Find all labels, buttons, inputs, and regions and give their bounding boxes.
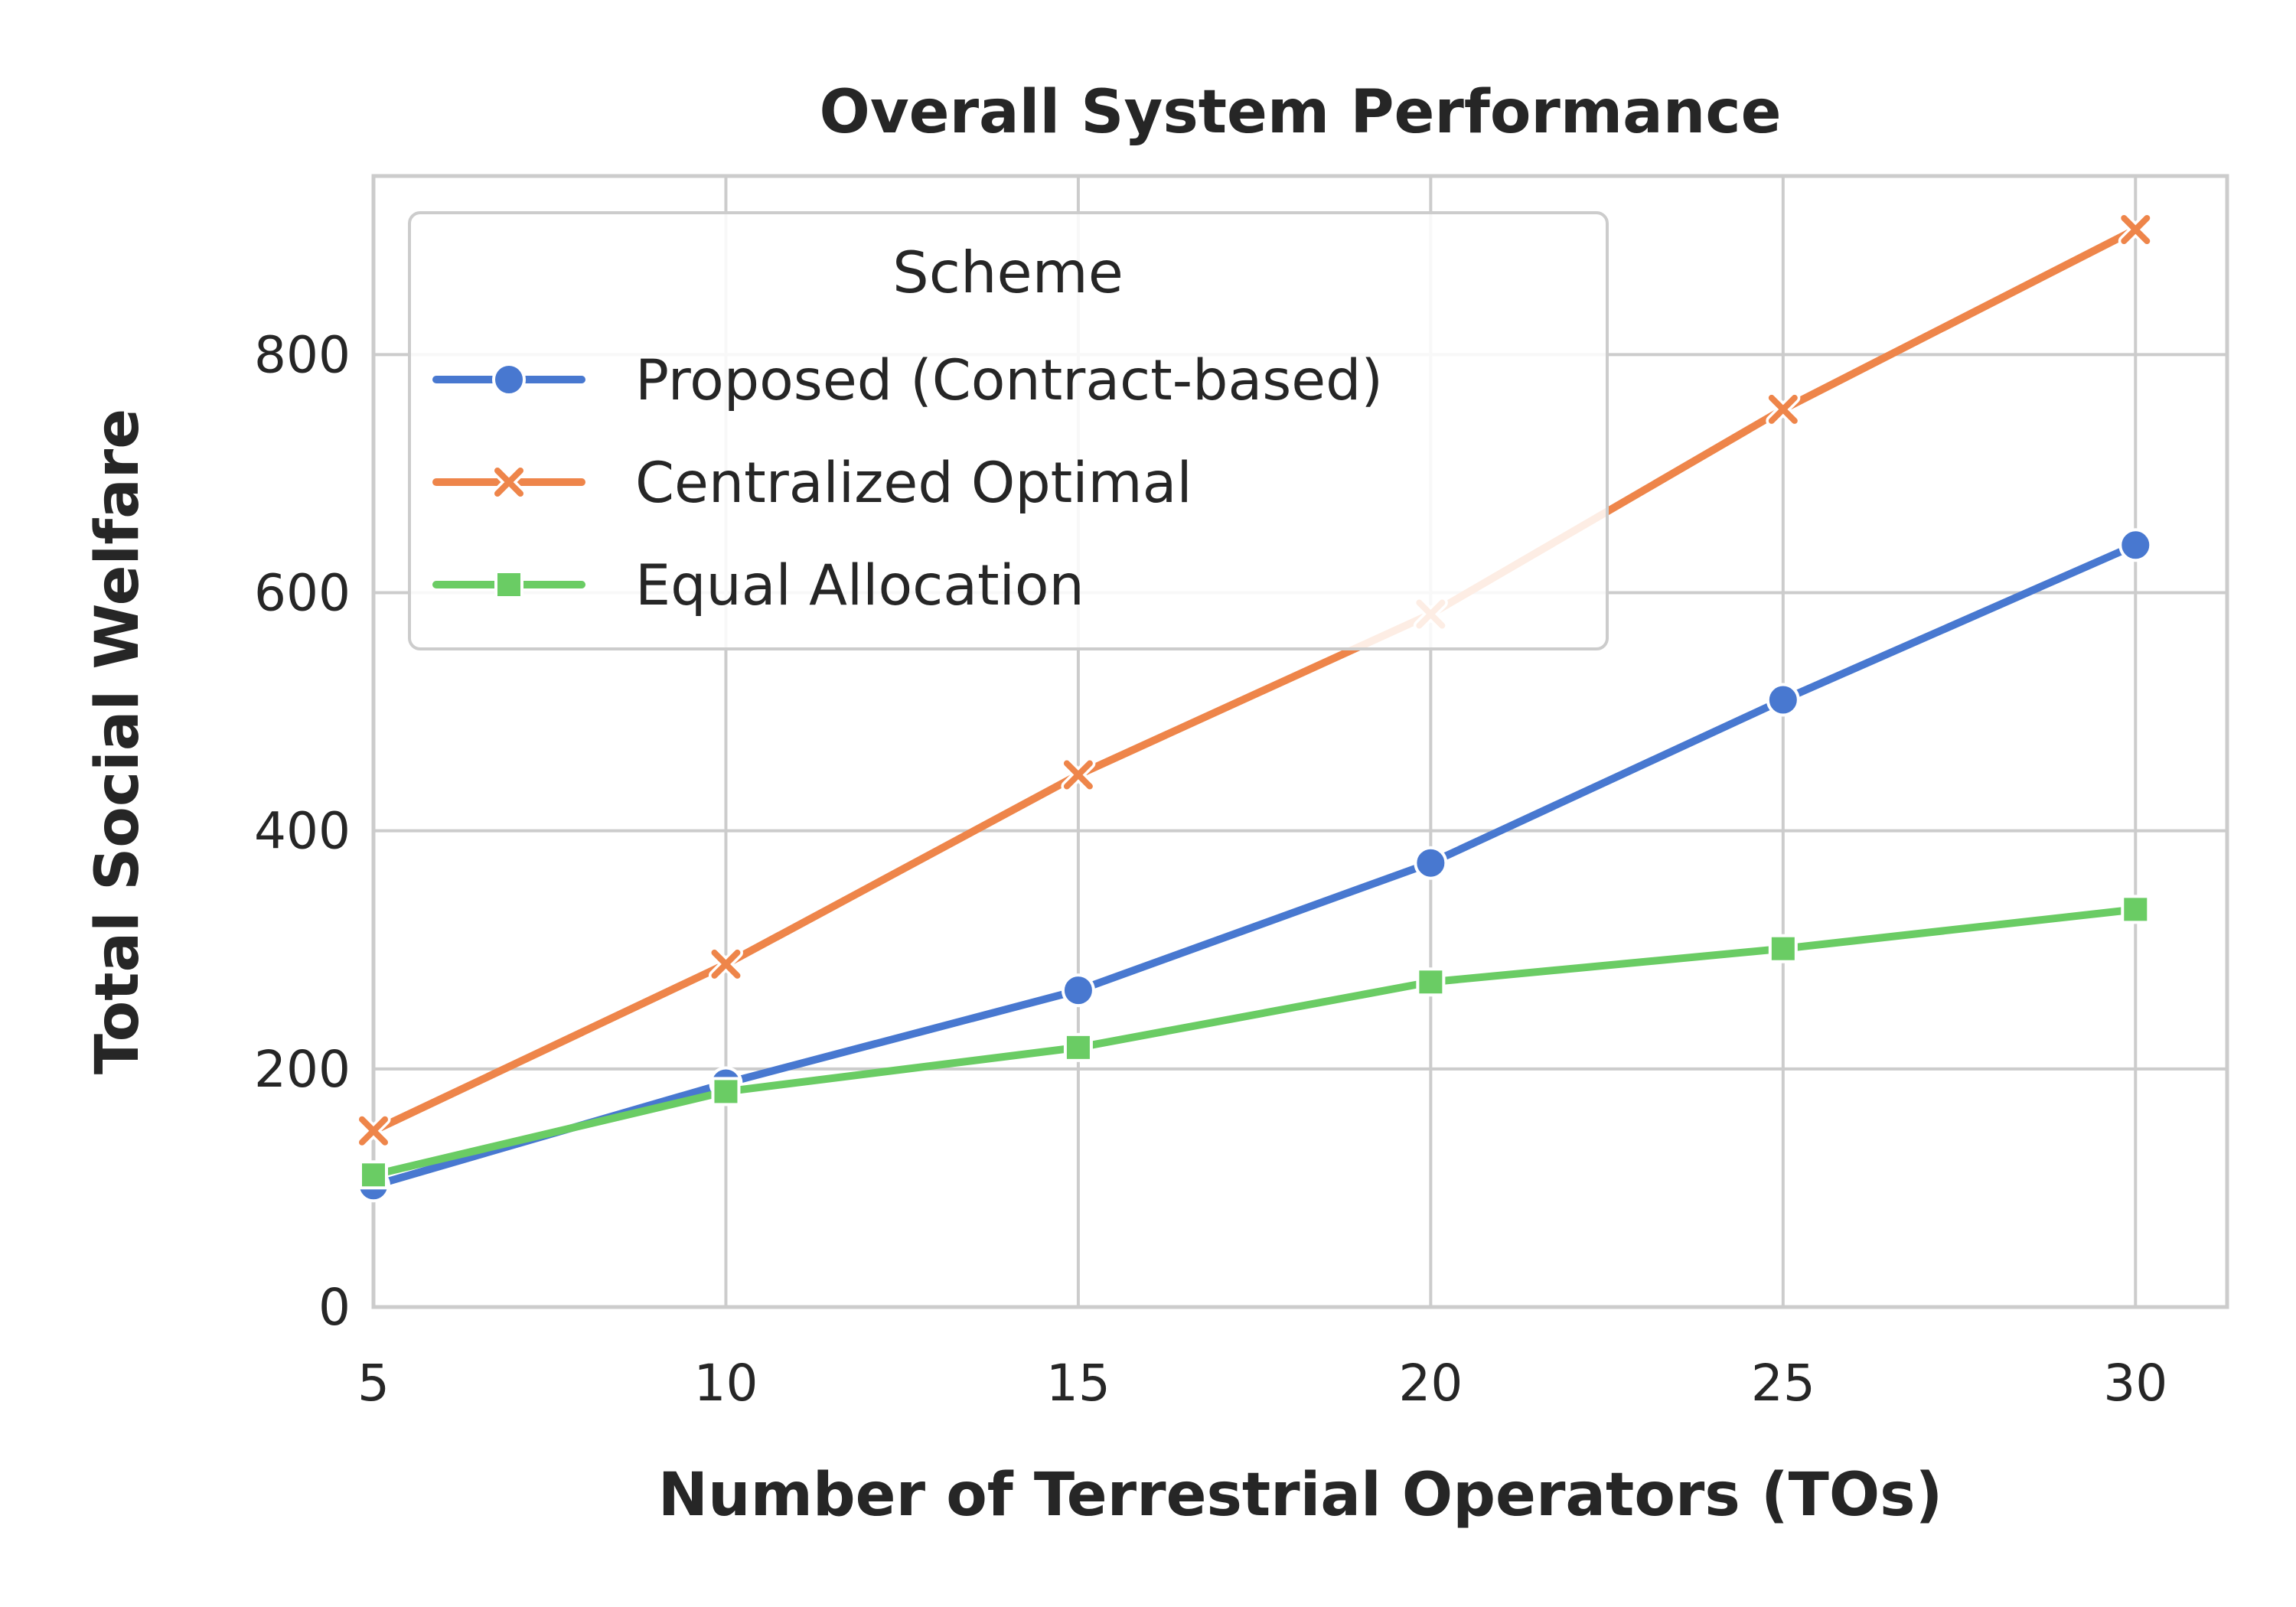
data-point <box>1766 683 1800 717</box>
series-line <box>370 905 2140 1179</box>
data-point <box>2118 528 2153 562</box>
data-point <box>2118 212 2153 247</box>
data-point <box>1061 973 1095 1008</box>
data-point <box>1766 392 1801 427</box>
x-tick-label: 25 <box>1751 1354 1815 1413</box>
legend-box <box>408 211 1609 650</box>
legend-entry-1: Centralized Optimal <box>432 451 1192 516</box>
y-tick-label: 600 <box>254 564 351 623</box>
x-tick-label: 15 <box>1046 1354 1110 1413</box>
data-point <box>1768 934 1798 963</box>
series-layer <box>356 212 2153 1203</box>
legend-label: Proposed (Contract-based) <box>635 348 1383 413</box>
x-tick-label: 5 <box>357 1354 390 1413</box>
data-point <box>356 1113 391 1149</box>
legend-label: Centralized Optimal <box>635 451 1192 516</box>
legend-title: Scheme <box>892 239 1124 306</box>
legend-label: Equal Allocation <box>635 553 1084 618</box>
y-tick-label: 0 <box>318 1278 351 1337</box>
data-point <box>359 1160 388 1190</box>
x-tick-label: 20 <box>1398 1354 1463 1413</box>
chart-title: Overall System Performance <box>820 78 1782 147</box>
data-point <box>1414 846 1448 880</box>
series-line <box>370 226 2140 1135</box>
data-point <box>711 1077 741 1107</box>
legend-marker <box>491 464 527 500</box>
data-point <box>1416 967 1446 997</box>
data-point <box>2121 895 2151 924</box>
series-2 <box>359 895 2151 1190</box>
x-tick-label: 30 <box>2103 1354 2167 1413</box>
data-point <box>708 947 743 982</box>
x-axis-title: Number of Terrestrial Operators (TOs) <box>658 1461 1942 1530</box>
y-tick-label: 800 <box>254 325 351 384</box>
y-axis-title: Total Social Welfare <box>83 409 152 1074</box>
y-tick-label: 400 <box>254 802 351 861</box>
legend-marker <box>494 570 523 599</box>
y-tick-label: 200 <box>254 1040 351 1099</box>
legend-entry-2: Equal Allocation <box>432 553 1084 618</box>
legend-entry-0: Proposed (Contract-based) <box>432 348 1383 413</box>
legend: Scheme Proposed (Contract-based) Centrali… <box>408 211 1609 650</box>
series-line <box>370 541 2140 1190</box>
data-point <box>1063 1032 1093 1062</box>
legend-marker <box>492 363 526 396</box>
data-point <box>1061 758 1096 793</box>
tick-layer: 5 10 15 20 25 30 0 200 400 600 800 <box>254 325 2167 1413</box>
x-tick-label: 10 <box>693 1354 758 1413</box>
legend-entries: Proposed (Contract-based) Centralized Opt… <box>432 348 1383 618</box>
plot-frame <box>371 174 2229 1309</box>
